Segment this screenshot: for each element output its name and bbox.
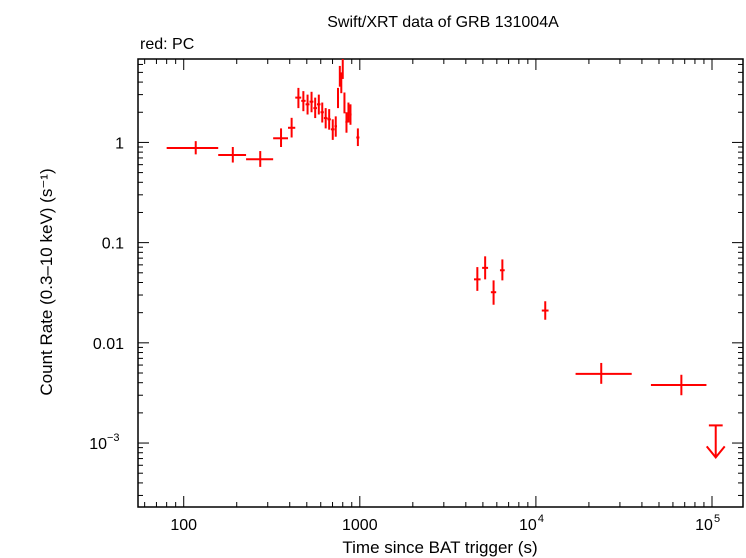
- data-point: [490, 280, 497, 305]
- data-point: [345, 112, 348, 133]
- data-point: [473, 267, 481, 291]
- data-point: [349, 104, 352, 125]
- y-tick-label-exponent: −3: [107, 432, 120, 444]
- y-tick-label: 1: [115, 135, 124, 152]
- chart-subtitle: red: PC: [140, 36, 194, 53]
- data-point: [309, 91, 314, 113]
- x-tick-label-exponent: 5: [714, 513, 720, 525]
- x-tick-label: 10: [695, 517, 713, 534]
- data-point: [287, 117, 296, 138]
- upper-limit: [705, 424, 726, 459]
- plot-frame: [137, 58, 744, 508]
- data-point: [246, 151, 274, 167]
- data-point: [541, 301, 549, 320]
- data-point: [356, 128, 360, 147]
- data-marks: [166, 59, 726, 459]
- x-tick-label: 100: [170, 517, 197, 534]
- data-point: [305, 94, 310, 115]
- data-point: [334, 116, 337, 137]
- data-point: [650, 374, 707, 396]
- data-point: [166, 141, 219, 155]
- data-point: [327, 109, 331, 130]
- x-tick-label: 1000: [342, 517, 378, 534]
- x-tick-label-exponent: 4: [538, 513, 544, 525]
- data-point: [341, 59, 344, 79]
- data-point: [313, 97, 317, 119]
- data-point: [218, 147, 247, 163]
- y-axis-label: Count Rate (0.3–10 keV) (s⁻¹): [37, 168, 56, 395]
- axis-ticks: [138, 59, 743, 507]
- y-tick-label: 10: [89, 436, 107, 453]
- data-point: [347, 102, 350, 123]
- x-axis-label: Time since BAT trigger (s): [342, 538, 537, 557]
- data-point: [301, 91, 306, 112]
- y-tick-label: 0.1: [102, 236, 124, 253]
- data-point: [575, 362, 632, 384]
- x-tick-label: 10: [519, 517, 537, 534]
- data-point: [482, 256, 489, 280]
- data-point: [316, 94, 321, 115]
- data-point: [340, 72, 343, 94]
- data-point: [499, 259, 505, 281]
- data-point: [343, 92, 346, 114]
- data-point: [336, 87, 340, 109]
- y-tick-label: 0.01: [93, 336, 124, 353]
- data-point: [323, 108, 328, 129]
- data-point: [273, 128, 288, 148]
- chart-title: Swift/XRT data of GRB 131004A: [327, 14, 559, 31]
- data-point: [320, 102, 324, 123]
- upper-limit-arrow: [705, 445, 726, 459]
- data-point: [330, 119, 335, 140]
- data-point: [295, 87, 302, 109]
